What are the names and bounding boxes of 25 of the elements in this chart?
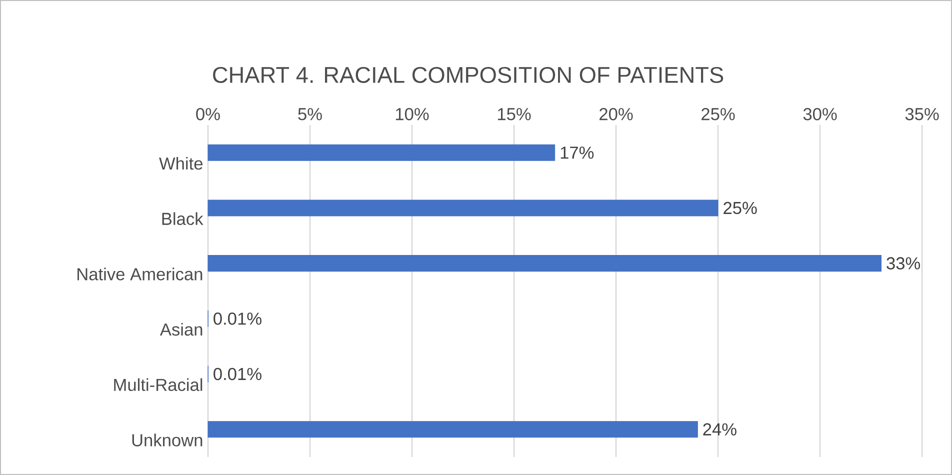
y-tick-label: Black	[162, 212, 204, 226]
data-label: 0.01%	[214, 312, 262, 325]
x-tick-label: 30%	[803, 108, 837, 120]
data-label: 25%	[724, 202, 757, 214]
y-tick-label: Multi-Racial	[114, 378, 202, 392]
y-tick-label: Native American	[78, 268, 202, 280]
data-label: 17%	[560, 146, 594, 159]
bar	[208, 200, 718, 216]
data-label: 33%	[886, 257, 920, 270]
x-tick-label: 10%	[396, 108, 429, 120]
chart-title: CHART 4. RACIAL COMPOSITION OF PATIENTS	[213, 66, 724, 84]
x-tick-label: 15%	[498, 108, 531, 120]
data-label: 24%	[703, 423, 736, 436]
x-tick-label: 20%	[600, 108, 633, 120]
x-tick-label: 0%	[196, 108, 220, 120]
bar	[208, 144, 556, 161]
y-tick-label: Asian	[160, 322, 202, 336]
x-tick-label: 35%	[905, 108, 939, 120]
x-tick-label: 25%	[702, 108, 735, 120]
bar	[208, 255, 882, 272]
bar	[208, 421, 698, 438]
y-tick-label: White	[159, 156, 202, 170]
data-label: 0.01%	[214, 368, 262, 380]
y-tick-label: Unknown	[132, 434, 202, 446]
x-tick-label: 5%	[298, 108, 322, 120]
